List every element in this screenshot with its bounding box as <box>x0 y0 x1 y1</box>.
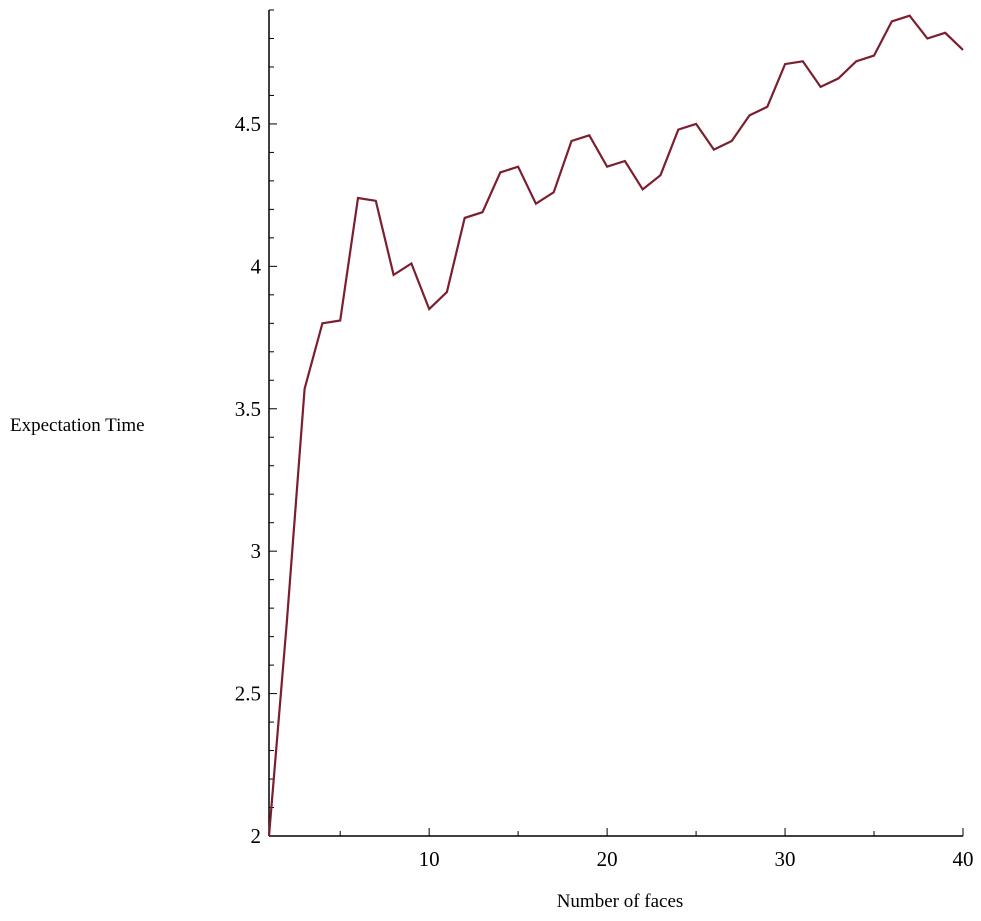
y-axis-label: Expectation Time <box>10 415 145 436</box>
y-tick-label: 4 <box>251 254 262 278</box>
y-tick-label: 2.5 <box>235 682 261 706</box>
x-tick-label: 40 <box>953 847 974 871</box>
y-tick-label: 3 <box>251 539 262 563</box>
y-tick-label: 3.5 <box>235 397 261 421</box>
x-tick-label: 30 <box>775 847 796 871</box>
y-tick-label: 4.5 <box>235 112 261 136</box>
x-tick-label: 10 <box>419 847 440 871</box>
x-axis-label: Number of faces <box>557 891 684 912</box>
series-line <box>267 14 964 837</box>
x-tick-label: 20 <box>597 847 618 871</box>
y-tick-label: 2 <box>251 824 262 848</box>
